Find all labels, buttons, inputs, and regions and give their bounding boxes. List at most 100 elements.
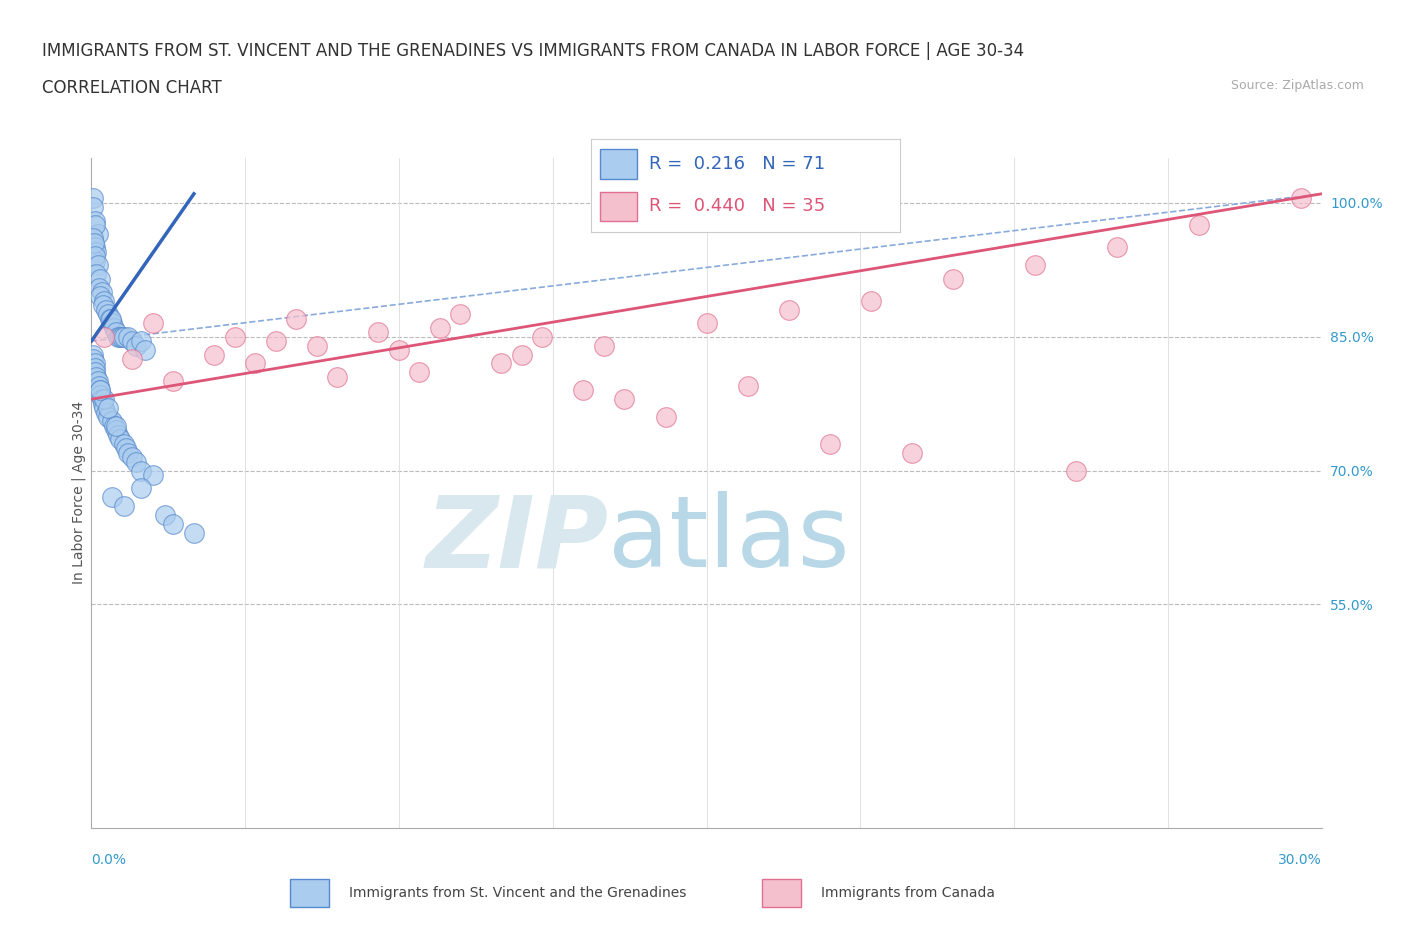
Point [531, 329, 554, 344]
Point [94, 405, 117, 420]
Point [129, 463, 152, 478]
Text: Immigrants from St. Vincent and the Grenadines: Immigrants from St. Vincent and the Gren… [349, 885, 686, 900]
Point [593, 339, 616, 353]
Point [112, 498, 135, 513]
Point [429, 320, 451, 335]
Point [93, 392, 115, 406]
Text: CORRELATION CHART: CORRELATION CHART [42, 79, 222, 97]
Point [84, 369, 107, 384]
Point [82, 200, 104, 215]
Point [224, 329, 246, 344]
Point [105, 423, 127, 438]
Text: R =  0.216   N = 71: R = 0.216 N = 71 [650, 154, 825, 173]
Point [142, 468, 165, 483]
Y-axis label: In Labor Force | Age 30-34: In Labor Force | Age 30-34 [72, 402, 86, 584]
Point [84, 213, 107, 228]
Point [202, 347, 225, 362]
Point [89, 289, 111, 304]
Point [572, 383, 595, 398]
FancyBboxPatch shape [290, 879, 329, 907]
Point [285, 312, 308, 326]
Point [408, 365, 430, 379]
Point [129, 481, 152, 496]
Point [105, 418, 127, 433]
Point [82, 231, 104, 246]
Point [117, 329, 139, 344]
Point [84, 218, 107, 232]
Point [1024, 258, 1046, 272]
Point [84, 267, 107, 282]
Point [89, 387, 111, 402]
Point [101, 490, 124, 505]
Point [83, 356, 105, 371]
Text: Immigrants from Canada: Immigrants from Canada [821, 885, 995, 900]
Point [900, 445, 922, 460]
Point [449, 307, 471, 322]
Point [93, 329, 115, 344]
Point [87, 280, 110, 295]
Point [101, 316, 124, 331]
Point [98, 312, 121, 326]
Point [121, 334, 143, 349]
Point [84, 365, 107, 379]
Point [695, 316, 717, 331]
Point [82, 347, 104, 362]
Point [108, 432, 131, 446]
Point [90, 392, 112, 406]
Point [388, 342, 411, 357]
Point [654, 409, 676, 424]
Point [134, 342, 156, 357]
Point [82, 352, 104, 366]
Point [86, 227, 108, 242]
Point [125, 339, 148, 353]
Text: Source: ZipAtlas.com: Source: ZipAtlas.com [1230, 79, 1364, 92]
Point [245, 356, 267, 371]
Point [142, 316, 165, 331]
Point [737, 379, 759, 393]
Point [367, 325, 389, 339]
Point [89, 383, 111, 398]
Point [83, 361, 105, 376]
Point [111, 329, 134, 344]
Point [183, 525, 205, 540]
Point [162, 374, 184, 389]
Point [83, 253, 105, 268]
Point [82, 191, 104, 206]
Point [108, 329, 131, 344]
Point [305, 339, 328, 353]
Point [125, 454, 148, 469]
Point [107, 428, 129, 443]
Point [326, 369, 349, 384]
Text: ZIP: ZIP [425, 491, 607, 589]
Point [101, 414, 124, 429]
Point [613, 392, 636, 406]
Point [117, 445, 139, 460]
Point [86, 258, 108, 272]
FancyBboxPatch shape [600, 149, 637, 179]
Point [264, 334, 287, 349]
Point [112, 329, 135, 344]
Text: 0.0%: 0.0% [91, 853, 127, 868]
Point [1187, 218, 1209, 232]
Point [112, 436, 135, 451]
Point [1064, 463, 1087, 478]
Text: 30.0%: 30.0% [1278, 853, 1322, 868]
Point [94, 302, 117, 317]
Point [121, 450, 143, 465]
Point [83, 235, 105, 250]
Point [510, 347, 533, 362]
Point [153, 508, 177, 523]
Point [91, 298, 114, 312]
Point [89, 272, 111, 286]
Point [103, 418, 125, 433]
Point [115, 441, 138, 456]
Text: IMMIGRANTS FROM ST. VINCENT AND THE GRENADINES VS IMMIGRANTS FROM CANADA IN LABO: IMMIGRANTS FROM ST. VINCENT AND THE GREN… [42, 42, 1025, 60]
Point [1105, 240, 1128, 255]
Point [90, 285, 112, 299]
Point [97, 307, 120, 322]
Point [87, 379, 110, 393]
Point [859, 294, 882, 309]
Point [97, 409, 120, 424]
Point [129, 334, 152, 349]
Point [941, 272, 963, 286]
